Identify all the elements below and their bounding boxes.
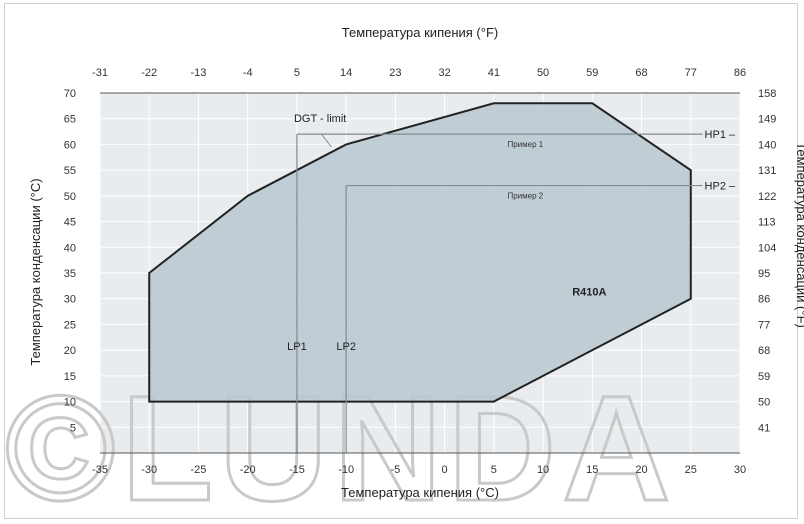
hp-label: HP2 –	[705, 181, 736, 193]
x-tick-label-top: -31	[92, 67, 108, 79]
y-tick-label: 45	[64, 217, 76, 229]
y-tick-label: 40	[64, 242, 76, 254]
x-tick-label-top: 5	[294, 67, 300, 79]
dgt-limit-leader	[321, 133, 332, 148]
x-tick-label: -20	[240, 464, 256, 476]
y-tick-label-right: 149	[758, 114, 776, 126]
x-tick-label: -15	[289, 464, 305, 476]
dgt-limit-label: DGT - limit	[294, 113, 346, 125]
y-tick-label-right: 41	[758, 422, 770, 434]
example-label: Пример 1	[507, 140, 543, 149]
x-tick-label-top: 41	[488, 67, 500, 79]
x-tick-label: -5	[390, 464, 400, 476]
y-axis-title-right: Температура конденсации (°F)	[794, 142, 804, 328]
x-tick-label: 5	[491, 464, 497, 476]
y-tick-label-right: 131	[758, 165, 776, 177]
y-tick-label: 5	[70, 422, 76, 434]
y-tick-label-right: 59	[758, 371, 770, 383]
x-tick-label-top: -13	[191, 67, 207, 79]
axes: -35 -31 -30 -22 -25 -13 -20 -4 -15 5 -10 14 -5 23 0 32 5…	[64, 67, 777, 476]
lp-label: LP2	[336, 341, 356, 353]
y-tick-label-right: 86	[758, 294, 770, 306]
x-tick-label-top: 68	[635, 67, 647, 79]
y-tick-label: 50	[64, 191, 76, 203]
y-tick-label: 15	[64, 371, 76, 383]
x-tick-label: -10	[338, 464, 354, 476]
x-tick-label: 0	[442, 464, 448, 476]
y-tick-label-right: 122	[758, 191, 776, 203]
x-tick-label: -35	[92, 464, 108, 476]
x-tick-label-top: 59	[586, 67, 598, 79]
y-tick-label-right: 95	[758, 268, 770, 280]
y-tick-label: 70	[64, 88, 76, 100]
y-tick-label: 20	[64, 345, 76, 357]
series-label-r410a: R410A	[572, 287, 606, 299]
chart-frame	[4, 3, 798, 519]
x-tick-label-top: 77	[685, 67, 697, 79]
x-axis-title-bottom: Температура кипения (°C)	[341, 485, 499, 500]
x-tick-label-top: 14	[340, 67, 352, 79]
hp-label: HP1 –	[705, 129, 736, 141]
example-lines: LP1 HP1 – Пример 1 LP2 HP2 – Пример 2 DGT - li…	[287, 113, 736, 453]
y-tick-label-right: 140	[758, 139, 776, 151]
lp-label: LP1	[287, 341, 307, 353]
x-tick-label-top: 32	[438, 67, 450, 79]
y-tick-label: 35	[64, 268, 76, 280]
y-tick-label-right: 68	[758, 345, 770, 357]
y-tick-label: 60	[64, 139, 76, 151]
x-tick-label-top: 50	[537, 67, 549, 79]
y-tick-label: 10	[64, 397, 76, 409]
x-tick-label: 30	[734, 464, 746, 476]
y-tick-label: 25	[64, 319, 76, 331]
envelope-area	[148, 102, 692, 403]
y-tick-label-right: 77	[758, 319, 770, 331]
y-tick-label: 55	[64, 165, 76, 177]
x-tick-label: 20	[635, 464, 647, 476]
x-tick-label: -25	[191, 464, 207, 476]
x-tick-label: 25	[685, 464, 697, 476]
x-tick-label-top: 23	[389, 67, 401, 79]
x-tick-label-top: 86	[734, 67, 746, 79]
x-tick-label: 10	[537, 464, 549, 476]
y-axis-title-left: Температура конденсации (°C)	[28, 178, 43, 365]
x-tick-label-top: -4	[243, 67, 253, 79]
x-tick-label: 15	[586, 464, 598, 476]
y-tick-label-right: 50	[758, 397, 770, 409]
example-label: Пример 2	[507, 192, 543, 201]
x-axis-title-top: Температура кипения (°F)	[342, 25, 498, 40]
y-tick-label: 30	[64, 294, 76, 306]
y-tick-label-right: 104	[758, 242, 776, 254]
y-tick-label-right: 113	[758, 217, 776, 229]
x-tick-label-top: -22	[141, 67, 157, 79]
x-tick-label: -30	[141, 464, 157, 476]
y-tick-label: 65	[64, 114, 76, 126]
y-tick-label-right: 158	[758, 88, 776, 100]
